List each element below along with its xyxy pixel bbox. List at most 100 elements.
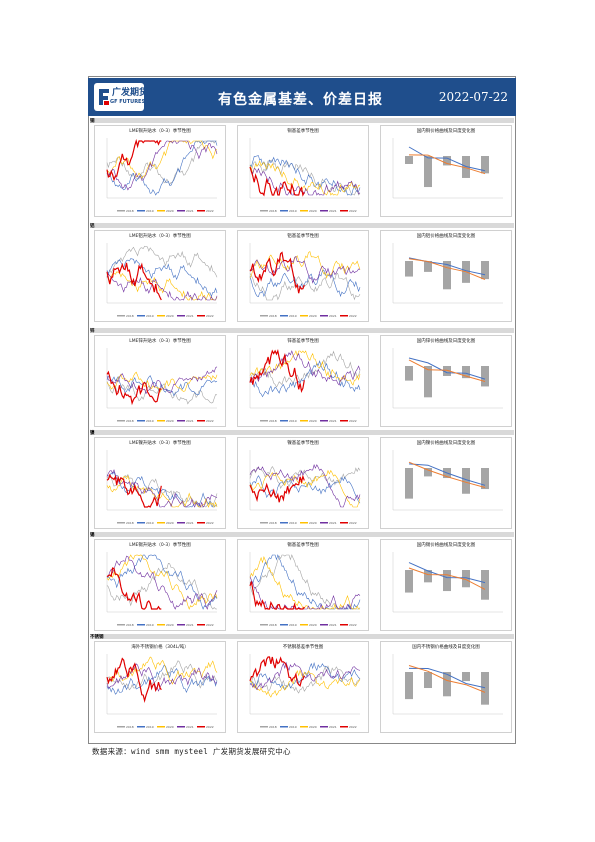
- lme-spread-seasonal-chart: 海外不锈钢价格（304L/吨） 2018 2019 2020 2021 2022: [94, 641, 226, 733]
- chart-axis: [106, 138, 217, 199]
- chart-plot: [392, 138, 503, 199]
- series-line: [106, 140, 217, 186]
- price-curve-chart: 国内锌价格曲线及日度变化图: [380, 335, 512, 427]
- price-curve-chart: 国内不锈钢价格曲线及日度变化图: [380, 641, 512, 733]
- series-line: [106, 375, 218, 397]
- legend-swatch: [177, 624, 185, 626]
- daily-change-bar: [443, 156, 451, 166]
- series-line: [106, 140, 218, 196]
- basis-seasonal-chart: 不锈钢基差季节性图 2018 2019 2020 2021 2022: [237, 641, 369, 733]
- daily-change-bar: [424, 570, 432, 583]
- legend-swatch: [280, 420, 288, 422]
- chart-title: 铜基差季节性图: [287, 129, 319, 134]
- series-line: [249, 469, 361, 508]
- chart-title: LME铝升贴水（0-3）季节性图: [129, 234, 191, 239]
- daily-change-bar: [424, 672, 432, 689]
- legend-label: 2020: [166, 725, 174, 729]
- legend-swatch: [197, 726, 205, 728]
- basis-seasonal-chart: 锡基差季节性图 2018 2019 2020 2021 2022: [237, 539, 369, 631]
- daily-change-bar: [462, 468, 470, 494]
- section-label: 铜: [90, 119, 95, 124]
- legend-label: 2020: [166, 419, 174, 423]
- section-header-bar: 锡: [90, 532, 514, 538]
- legend-swatch: [157, 522, 165, 524]
- legend-swatch: [300, 522, 308, 524]
- section-label: 锡: [90, 533, 95, 538]
- legend-swatch: [157, 624, 165, 626]
- series-line: [249, 256, 361, 284]
- lme-spread-seasonal-chart: LME镍升贴水（0-3）季节性图 2018 2019 2020 2021 2022: [94, 437, 226, 529]
- legend-swatch: [280, 522, 288, 524]
- series-line: [106, 563, 217, 610]
- legend-label: 2019: [146, 209, 154, 213]
- legend-swatch: [340, 624, 348, 626]
- chart-plot: 2018 2019 2020 2021 2022: [106, 243, 218, 318]
- series-line: [106, 273, 218, 301]
- series-line: [249, 474, 305, 503]
- legend-swatch: [117, 210, 125, 212]
- legend-swatch: [280, 624, 288, 626]
- legend-swatch: [177, 726, 185, 728]
- series-line: [249, 475, 361, 504]
- series-line: [106, 469, 218, 508]
- chart-title: 国内不锈钢价格曲线及日度变化图: [412, 645, 480, 650]
- legend-swatch: [320, 624, 328, 626]
- chart-axis: [249, 450, 360, 511]
- legend-swatch: [340, 210, 348, 212]
- legend-swatch: [197, 624, 205, 626]
- legend-label: 2022: [349, 623, 357, 627]
- legend-label: 2018: [269, 209, 277, 213]
- daily-change-bar: [405, 261, 413, 277]
- legend-label: 2020: [166, 314, 174, 318]
- price-curve-line: [408, 258, 486, 280]
- series-line: [106, 567, 162, 610]
- daily-change-bar: [443, 366, 451, 376]
- legend-label: 2018: [126, 521, 134, 525]
- series-line: [106, 475, 218, 508]
- report-title: 有色金属基差、价差日报: [218, 92, 383, 108]
- series-line: [106, 366, 218, 395]
- chart-title: LME铜升贴水（0-3）季节性图: [129, 129, 191, 134]
- chart-plot: 2018 2019 2020 2021 2022: [249, 348, 361, 423]
- legend-swatch: [260, 315, 268, 317]
- legend-label: 2019: [146, 314, 154, 318]
- series-line: [249, 661, 361, 691]
- legend-label: 2021: [186, 521, 194, 525]
- price-curve-line: [408, 461, 486, 488]
- section-header-bar: 锌: [90, 328, 514, 334]
- legend-swatch: [340, 420, 348, 422]
- legend-label: 2019: [289, 209, 297, 213]
- series-line: [106, 245, 218, 278]
- daily-change-bar: [405, 366, 413, 381]
- legend-label: 2021: [329, 419, 337, 423]
- chart-title: LME镍升贴水（0-3）季节性图: [129, 441, 191, 446]
- daily-change-bar: [424, 261, 432, 272]
- section-label: 不锈钢: [90, 635, 104, 640]
- daily-change-bar: [424, 366, 432, 398]
- daily-change-bar: [405, 468, 413, 499]
- legend-label: 2022: [206, 623, 214, 627]
- legend-label: 2022: [206, 419, 214, 423]
- daily-change-bar: [405, 672, 413, 700]
- legend-label: 2021: [329, 623, 337, 627]
- series-line: [106, 370, 162, 406]
- daily-change-bar: [481, 261, 489, 280]
- legend-label: 2022: [349, 314, 357, 318]
- chart-title: LME锌升贴水（0-3）季节性图: [129, 339, 191, 344]
- chart-title: 锡基差季节性图: [287, 543, 319, 548]
- chart-title: 不锈钢基差季节性图: [282, 645, 324, 650]
- price-curve-line: [408, 667, 486, 689]
- price-curve-line: [408, 463, 486, 486]
- legend-label: 2019: [146, 419, 154, 423]
- series-line: [249, 350, 361, 386]
- chart-plot: 2018 2019 2020 2021 2022: [249, 654, 361, 729]
- legend-swatch: [280, 210, 288, 212]
- daily-change-bar: [424, 468, 432, 477]
- series-line: [249, 556, 360, 610]
- logo-mark-icon: [99, 89, 109, 105]
- series-line: [249, 656, 305, 687]
- series-line: [106, 656, 218, 685]
- series-line: [249, 160, 361, 196]
- lme-spread-seasonal-chart: LME铝升贴水（0-3）季节性图 2018 2019 2020 2021 2022: [94, 230, 226, 322]
- legend-label: 2020: [166, 209, 174, 213]
